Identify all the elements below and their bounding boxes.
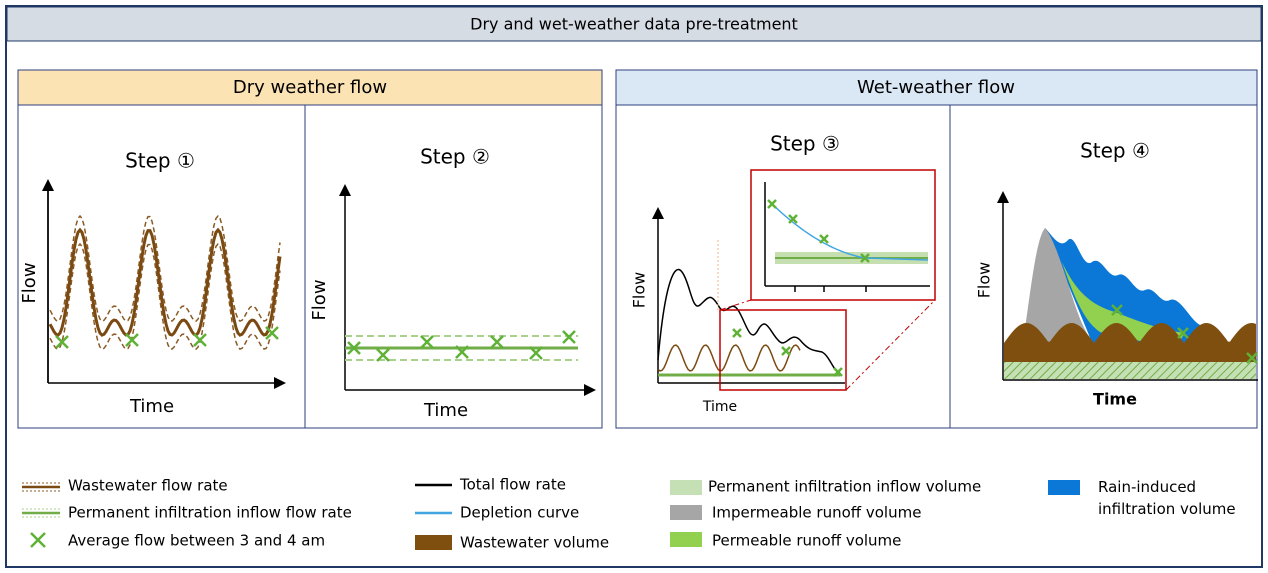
legend-item: Depletion curve — [415, 504, 579, 522]
avg-marker — [193, 333, 207, 347]
avg-marker — [819, 234, 829, 244]
header-bar — [6, 6, 1262, 42]
legend-label: Permanent infiltration inflow volume — [708, 478, 981, 496]
legend-item: Total flow rate — [415, 476, 566, 494]
legend-label: Total flow rate — [459, 476, 566, 494]
x-axis-label: Time — [423, 400, 468, 421]
avg-marker — [781, 346, 791, 356]
inset-axes — [764, 182, 930, 292]
section-box — [17, 104, 603, 429]
avg-marker — [30, 532, 46, 548]
legend-label: Permanent infiltration inflow flow rate — [68, 504, 352, 522]
legend-label: Average flow between 3 and 4 am — [68, 532, 325, 550]
wastewater-volume — [1004, 323, 1256, 362]
avg-marker — [767, 199, 777, 209]
avg-marker — [55, 335, 69, 349]
legend-item: Wastewater volume — [415, 534, 609, 552]
section-title: Dry weather flow — [233, 77, 387, 98]
legend-label: Permeable runoff volume — [712, 532, 901, 550]
wastewater-flow — [657, 344, 801, 372]
avg-marker — [125, 333, 139, 347]
legend-item: Permeable runoff volume — [670, 532, 901, 550]
avg-marker — [1111, 304, 1123, 316]
avg-marker — [347, 341, 361, 355]
infiltration-volume — [1004, 362, 1256, 379]
x-axis-label: Time — [1093, 390, 1137, 409]
step-label: Step ③ — [770, 132, 840, 156]
legend-label: Wastewater flow rate — [68, 477, 228, 495]
wastewater-area — [1004, 323, 1256, 362]
legend-label: Depletion curve — [460, 504, 579, 522]
legend-label: Impermeable runoff volume — [712, 504, 921, 522]
avg-marker — [562, 330, 576, 344]
wastewater-bound — [49, 242, 281, 350]
y-axis-label: Flow — [19, 262, 40, 303]
section-bar — [17, 69, 603, 106]
section-title: Wet-weather flow — [857, 77, 1015, 98]
legend-item: Wastewater flow rate — [22, 477, 228, 495]
wastewater-curves — [48, 214, 282, 350]
y-axis-label: Flow — [309, 279, 330, 320]
legend-item: Permanent infiltration inflow flow rate — [22, 504, 352, 522]
legend-label: Wastewater volume — [460, 534, 609, 552]
avg-marker — [455, 345, 469, 359]
avg-marker — [529, 346, 543, 360]
wet-curves — [657, 344, 801, 372]
x-axis-label: Time — [129, 396, 174, 417]
avg-marker — [1246, 352, 1258, 364]
zoom-lines — [719, 299, 936, 391]
avg-marker — [265, 326, 279, 340]
avg-marker — [732, 328, 742, 338]
y-axis-label: Flow — [975, 262, 994, 299]
legend-item: Average flow between 3 and 4 am — [30, 532, 325, 550]
avg-marker — [833, 367, 843, 377]
icon — [670, 505, 702, 520]
icon — [670, 480, 702, 495]
section-bar — [615, 69, 1258, 106]
icon — [1048, 480, 1080, 495]
avg-marker — [490, 335, 504, 349]
legend-line: infiltration volume — [1098, 500, 1236, 518]
wastewater-bound — [49, 214, 281, 322]
avg-marker — [860, 253, 870, 263]
avg-marker — [420, 335, 434, 349]
y-axis-label: Flow — [630, 272, 649, 309]
x-axis-label: Time — [702, 399, 737, 415]
wastewater-flow — [48, 227, 282, 337]
avg-marker — [376, 348, 390, 362]
legend-line: Rain-induced — [1098, 478, 1196, 496]
legend-item: Rain-induced infiltration volume — [1048, 478, 1236, 518]
inset — [750, 169, 936, 301]
legend: Wastewater flow rate Permanent infiltrati… — [22, 476, 1236, 552]
zoom-box — [719, 309, 847, 391]
step-label: Step ① — [125, 149, 195, 173]
avg-marker — [1177, 327, 1189, 339]
legend-item: Permanent infiltration inflow volume — [670, 478, 981, 496]
avg-marker — [788, 214, 798, 224]
legend-item: Impermeable runoff volume — [670, 504, 921, 522]
depletion-curve — [771, 203, 929, 261]
icon — [670, 532, 702, 547]
step-label: Step ④ — [1080, 139, 1150, 163]
step-label: Step ② — [420, 145, 490, 169]
total-flow — [657, 268, 841, 373]
icon — [415, 535, 452, 550]
legend-label: Rain-induced infiltration volume — [1098, 478, 1236, 518]
header-title: Dry and wet-weather data pre-treatment — [470, 15, 798, 34]
